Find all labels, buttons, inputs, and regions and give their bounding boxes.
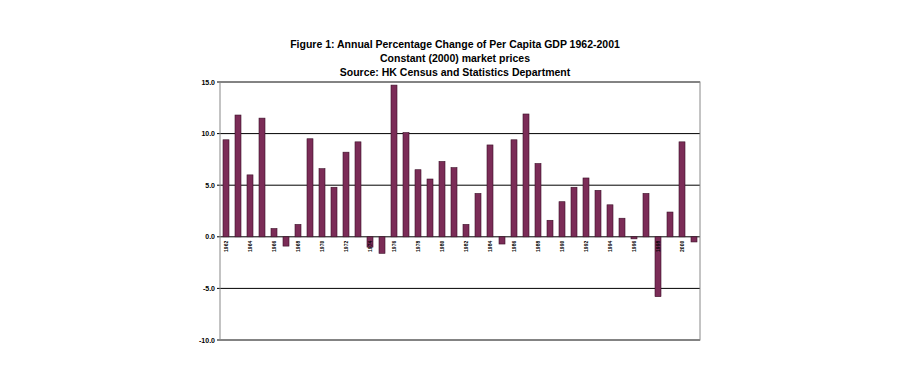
bar	[403, 133, 409, 237]
x-tick-label: 1978	[415, 241, 421, 252]
bar	[643, 193, 649, 236]
bar	[511, 140, 517, 237]
x-tick-label: 2000	[679, 241, 685, 252]
bar	[595, 190, 601, 236]
x-tick-label: 1964	[247, 241, 253, 252]
grid-line	[220, 133, 700, 134]
bar	[331, 187, 337, 237]
bar	[223, 140, 229, 237]
x-tick-label: 1976	[391, 241, 397, 252]
x-tick-label: 1962	[223, 241, 229, 252]
bar	[307, 139, 313, 237]
bar	[235, 115, 241, 237]
bar	[295, 224, 301, 236]
bar	[427, 179, 433, 237]
grid-line	[220, 288, 700, 289]
bar	[607, 205, 613, 237]
x-tick-label: 1992	[583, 241, 589, 252]
x-tick-label: 1998	[655, 241, 661, 252]
x-tick-label: 1970	[319, 241, 325, 252]
grid-line	[220, 185, 700, 186]
y-tick-label: 10.0	[201, 130, 215, 137]
bar	[475, 193, 481, 236]
bar	[259, 118, 265, 237]
x-tick-label: 1984	[487, 241, 493, 252]
bar	[319, 169, 325, 237]
bar	[499, 237, 505, 244]
bar	[283, 237, 289, 246]
bar	[343, 152, 349, 237]
bar	[691, 237, 697, 242]
annotation: Source: HK Census and Statistics Departm…	[340, 66, 571, 78]
plot-frame	[220, 82, 700, 340]
bar	[679, 142, 685, 237]
bar	[271, 229, 277, 237]
bar	[535, 164, 541, 237]
bar	[451, 168, 457, 237]
bar	[391, 85, 397, 237]
title: Figure 1: Annual Percentage Change of Pe…	[290, 38, 620, 50]
bar	[523, 114, 529, 237]
bar	[439, 161, 445, 236]
bar	[547, 220, 553, 237]
plot-area	[220, 82, 700, 340]
bar	[415, 170, 421, 237]
x-tick-label: 1966	[271, 241, 277, 252]
bar	[667, 212, 673, 237]
x-tick-label: 1994	[607, 241, 613, 252]
x-tick-label: 1982	[463, 241, 469, 252]
x-tick-label: 1990	[559, 241, 565, 252]
bar	[487, 145, 493, 237]
x-tick-label: 1980	[439, 241, 445, 252]
y-tick-label: -5.0	[203, 285, 215, 292]
bar	[463, 224, 469, 236]
bar	[583, 178, 589, 237]
bar	[631, 237, 637, 239]
x-tick-label: 1968	[295, 241, 301, 252]
bar	[355, 142, 361, 237]
y-tick-label: 0.0	[205, 233, 215, 240]
bar	[619, 218, 625, 237]
grid-line	[220, 236, 700, 237]
subtitle: Constant (2000) market prices	[380, 52, 530, 64]
bar	[379, 237, 385, 254]
y-tick-label: 15.0	[201, 79, 215, 86]
x-tick-label: 1974	[367, 241, 373, 252]
x-tick-label: 1988	[535, 241, 541, 252]
bar	[559, 202, 565, 237]
x-tick-label: 1972	[343, 241, 349, 252]
y-tick-label: -10.0	[199, 337, 215, 344]
bar	[571, 187, 577, 237]
bars	[223, 85, 697, 297]
bar	[655, 237, 661, 297]
x-tick-label: 1996	[631, 241, 637, 252]
chart: Figure 1: Annual Percentage Change of Pe…	[0, 0, 900, 382]
y-tick-label: 5.0	[205, 182, 215, 189]
x-tick-label: 1986	[511, 241, 517, 252]
bar	[247, 175, 253, 237]
